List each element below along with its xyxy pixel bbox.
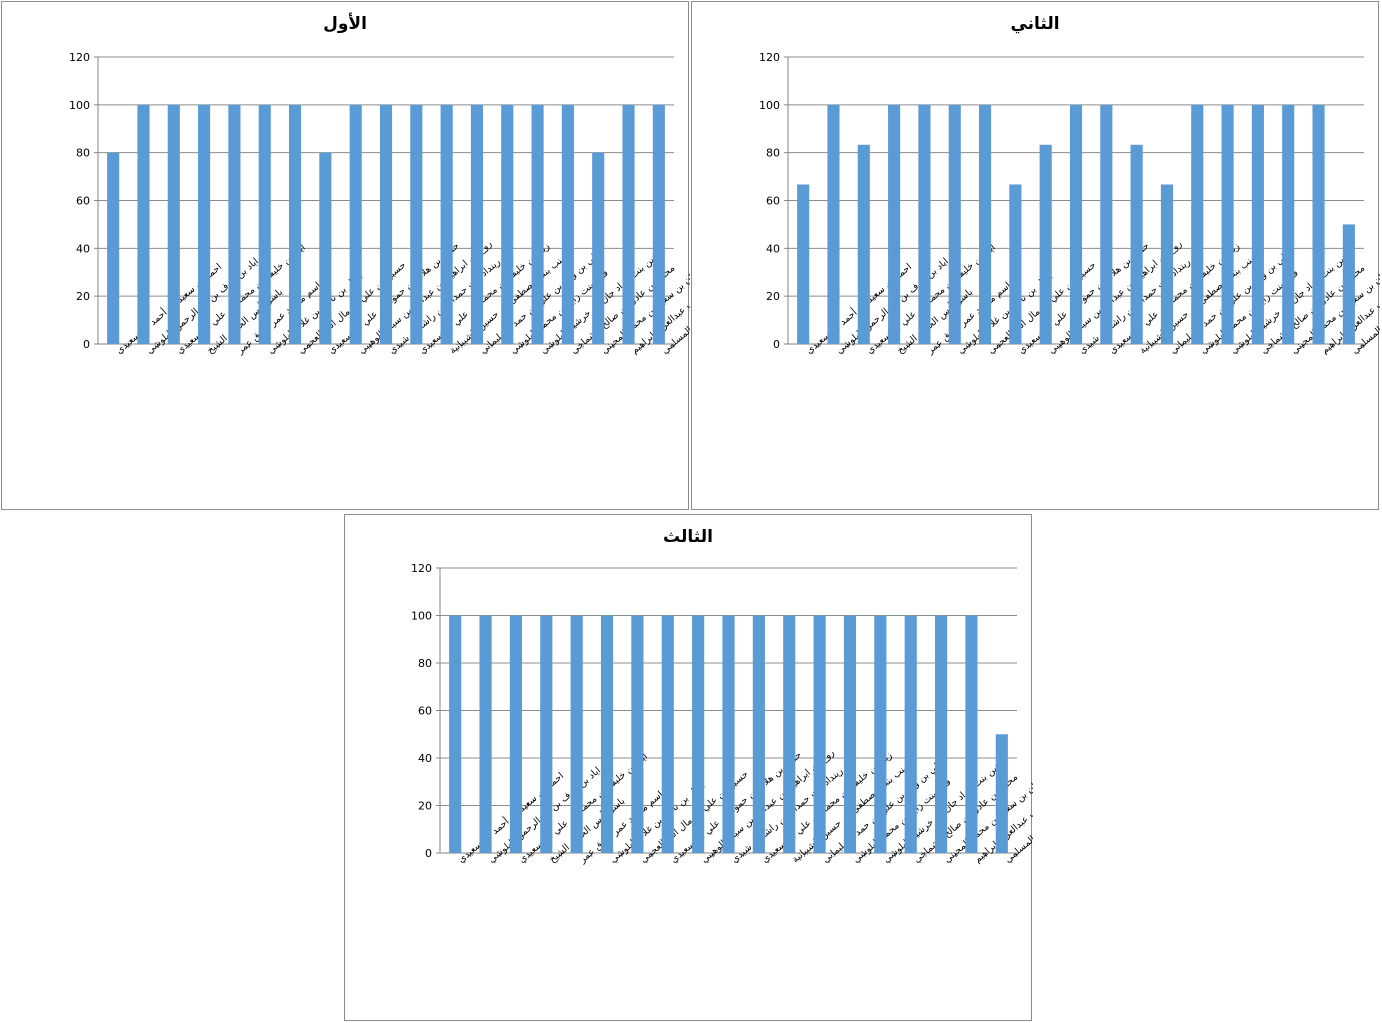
bar (813, 615, 826, 853)
y-tick-label: 60 (418, 705, 432, 718)
bar (137, 104, 150, 344)
bar (228, 104, 241, 344)
bar (1100, 104, 1113, 344)
bar (349, 104, 362, 344)
bar (692, 615, 705, 853)
y-tick-label: 0 (83, 338, 90, 351)
bar (198, 104, 211, 344)
bar (379, 104, 393, 344)
bar (1282, 104, 1295, 344)
bar (600, 615, 614, 853)
bar (1221, 104, 1234, 344)
bar (501, 104, 514, 344)
chart-title: الثالث (663, 527, 713, 547)
bar (622, 104, 635, 344)
bar (288, 104, 302, 344)
bar (797, 184, 810, 344)
bar (857, 144, 870, 344)
y-tick-label: 80 (76, 147, 90, 160)
bar (561, 104, 574, 344)
bar (258, 104, 271, 344)
bar (319, 152, 332, 344)
y-tick-label: 120 (759, 51, 780, 64)
y-tick-label: 40 (76, 242, 90, 255)
bar (965, 615, 978, 853)
bar (843, 615, 857, 853)
y-tick-label: 40 (418, 752, 432, 765)
y-tick-label: 40 (766, 242, 780, 255)
y-tick-label: 20 (76, 290, 90, 303)
bar (1251, 104, 1264, 344)
bar (1069, 104, 1083, 344)
y-tick-label: 80 (766, 147, 780, 160)
bar (1039, 144, 1052, 344)
bar (631, 615, 644, 853)
bar (167, 104, 180, 344)
bar (470, 104, 484, 344)
bar (1342, 224, 1355, 344)
y-tick-label: 20 (766, 290, 780, 303)
bar (592, 152, 605, 344)
y-tick-label: 120 (69, 51, 90, 64)
bar (904, 615, 917, 853)
bar (978, 104, 992, 344)
y-tick-label: 120 (411, 562, 432, 575)
bar (1130, 144, 1143, 344)
bar (440, 104, 453, 344)
bar (652, 104, 665, 344)
bar (948, 104, 961, 344)
bar (1160, 184, 1174, 344)
bar (531, 104, 544, 344)
bar (107, 152, 120, 344)
bar (540, 615, 553, 853)
y-tick-label: 0 (425, 847, 432, 860)
y-tick-label: 20 (418, 800, 432, 813)
y-tick-label: 60 (766, 195, 780, 208)
bar (752, 615, 765, 853)
y-tick-label: 0 (773, 338, 780, 351)
y-tick-label: 80 (418, 657, 432, 670)
bar (995, 734, 1008, 853)
bar (918, 104, 931, 344)
bar (935, 615, 948, 853)
bar (410, 104, 423, 344)
bar (1009, 184, 1022, 344)
bar (874, 615, 887, 853)
bar (479, 615, 492, 853)
y-tick-label: 60 (76, 195, 90, 208)
bar (722, 615, 735, 853)
bar (661, 615, 674, 853)
y-tick-label: 100 (69, 99, 90, 112)
chart-title: الأول (323, 14, 367, 34)
bar (1191, 104, 1204, 344)
bar (827, 104, 840, 344)
chart-title: الثاني (1010, 14, 1060, 34)
bar (509, 615, 522, 853)
bar (1312, 104, 1325, 344)
y-tick-label: 100 (411, 610, 432, 623)
bar (449, 615, 462, 853)
bar (783, 615, 796, 853)
bar (570, 615, 583, 853)
y-tick-label: 100 (759, 99, 780, 112)
bar (888, 104, 901, 344)
